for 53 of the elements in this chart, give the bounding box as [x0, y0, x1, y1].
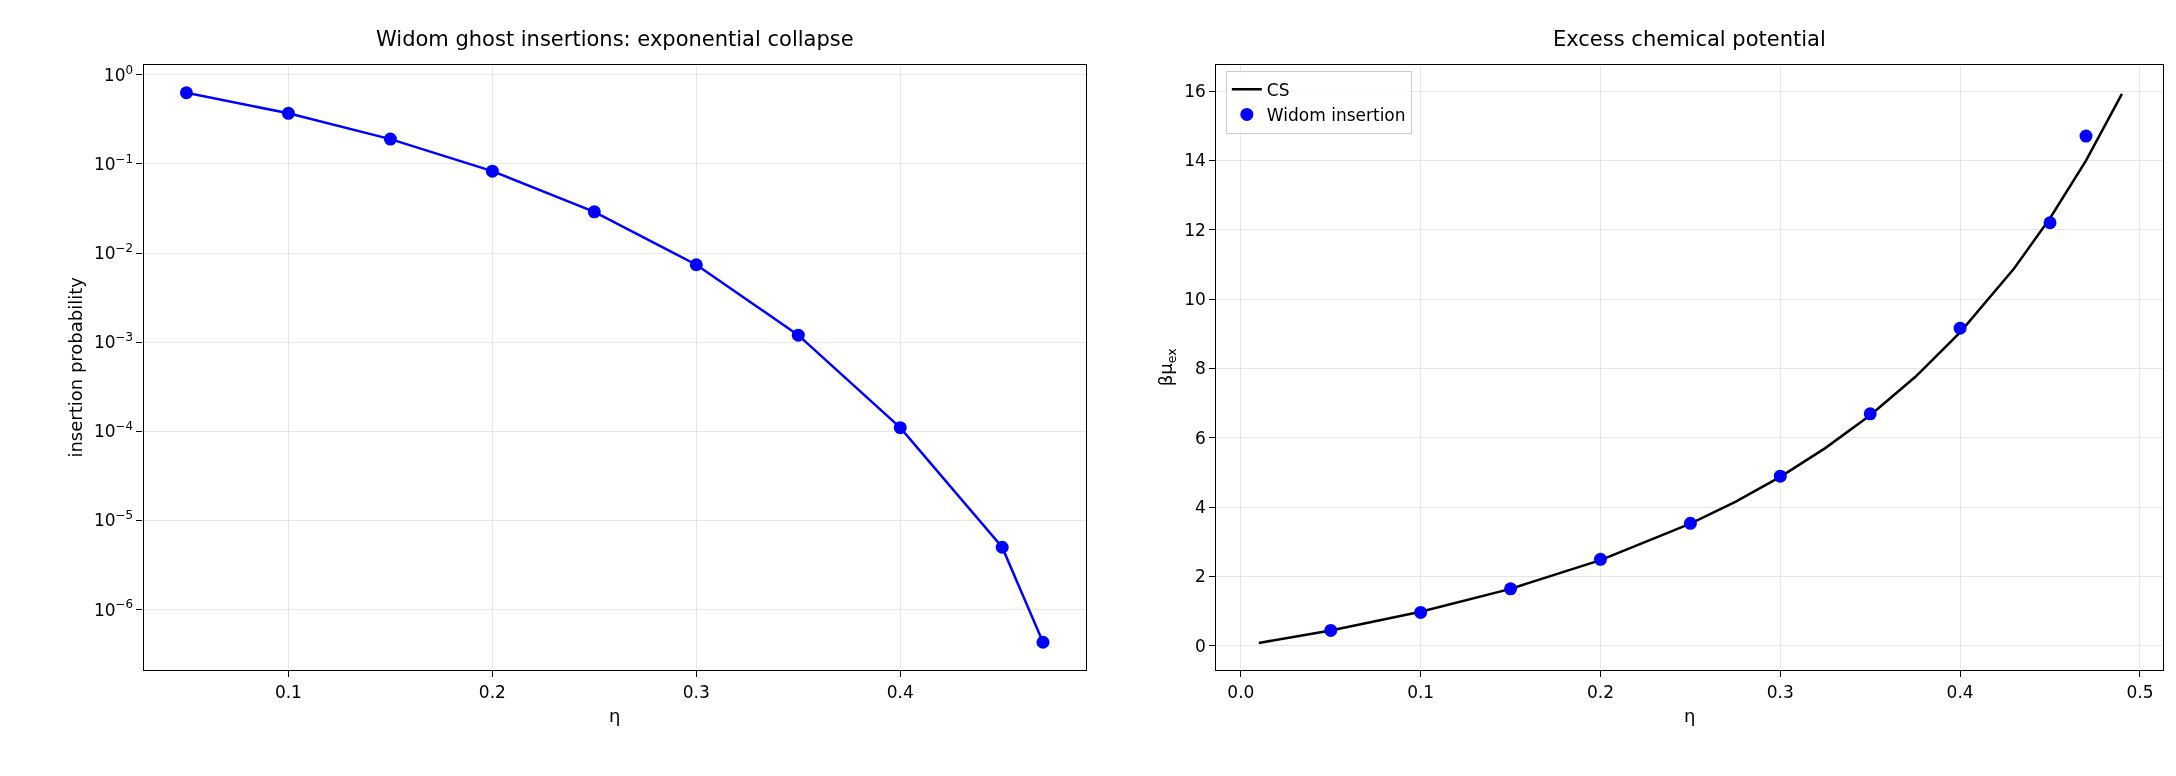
x-tick-label: 0.4 — [1946, 681, 1974, 702]
y-tick-label: 10$^{−6}$ — [93, 597, 134, 620]
point — [1683, 516, 1697, 530]
point — [1773, 469, 1787, 483]
point — [1593, 552, 1607, 566]
point — [179, 86, 193, 100]
legend-label: CS — [1266, 79, 1290, 100]
point — [2043, 216, 2057, 230]
y-tick-label: 16 — [1184, 80, 1206, 101]
point — [995, 540, 1009, 554]
y-tick-label: 6 — [1195, 427, 1206, 448]
x-axis-title: η — [609, 704, 621, 726]
x-tick-label: 0.5 — [2126, 681, 2154, 702]
y-tick-label: 10$^{−3}$ — [93, 330, 134, 353]
y-tick-label: 10$^{−2}$ — [93, 240, 134, 264]
point — [689, 258, 703, 272]
y-tick-label: 2 — [1195, 566, 1206, 587]
y-tick-label: 4 — [1195, 496, 1206, 517]
y-tick-label: 0 — [1195, 635, 1206, 656]
y-tick-label: 10 — [1184, 288, 1206, 309]
x-tick-label: 0.4 — [886, 681, 914, 702]
point — [2079, 129, 2093, 143]
point — [383, 132, 397, 146]
y-tick-label: 10$^{−1}$ — [93, 151, 134, 174]
point — [1036, 635, 1050, 649]
x-tick-label: 0.2 — [478, 681, 506, 702]
point — [485, 164, 499, 178]
x-tick-label: 0.3 — [1766, 681, 1794, 702]
point — [893, 421, 907, 435]
y-tick-label: 8 — [1195, 358, 1206, 379]
y-tick-label: 10$^{0}$ — [103, 62, 134, 85]
chart-title: Excess chemical potential — [1553, 27, 1826, 51]
y-tick-label: 10$^{−5}$ — [93, 508, 134, 531]
y-axis-title: insertion probability — [65, 276, 87, 458]
y-tick-label: 12 — [1184, 219, 1206, 240]
x-tick-label: 0.1 — [274, 681, 302, 702]
point — [1414, 605, 1428, 619]
point — [1324, 623, 1338, 637]
legend-label: Widom insertion — [1266, 105, 1406, 126]
x-axis-title: η — [1683, 704, 1696, 726]
point — [1504, 582, 1518, 596]
point — [281, 106, 295, 120]
y-tick-label: 14 — [1184, 150, 1206, 171]
point — [791, 328, 805, 342]
x-tick-label: 0.2 — [1586, 681, 1614, 702]
x-tick-label: 0.0 — [1227, 681, 1255, 702]
y-tick-label: 10$^{−4}$ — [93, 419, 134, 442]
point — [1863, 407, 1877, 421]
x-tick-label: 0.1 — [1407, 681, 1435, 702]
chart-title: Widom ghost insertions: exponential collapse — [376, 27, 854, 51]
point — [1953, 321, 1967, 335]
point — [587, 205, 601, 219]
x-tick-label: 0.3 — [682, 681, 710, 702]
